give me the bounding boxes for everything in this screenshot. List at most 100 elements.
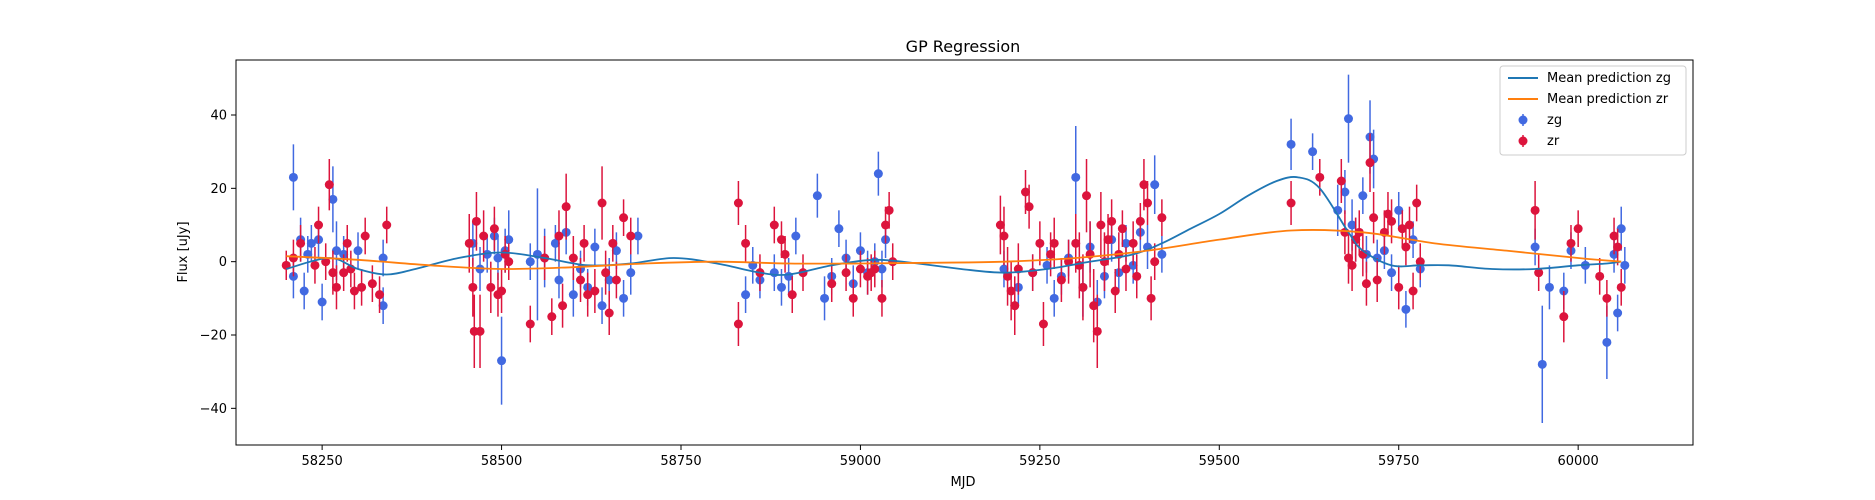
- marker-zr: [1096, 220, 1106, 230]
- marker-zg: [1308, 147, 1318, 157]
- point-zr: [1351, 217, 1361, 262]
- point-zg: [791, 217, 801, 255]
- marker-zr: [479, 231, 489, 241]
- point-zg: [299, 272, 309, 310]
- x-tick-label: 59500: [1199, 454, 1240, 469]
- marker-zg: [1071, 172, 1081, 182]
- marker-zg: [597, 301, 607, 311]
- marker-zr: [619, 213, 629, 223]
- marker-zr: [1387, 216, 1397, 226]
- marker-zg: [1340, 187, 1350, 197]
- marker-zg: [504, 235, 514, 245]
- point-zg: [1157, 236, 1167, 273]
- point-zr: [1006, 261, 1016, 321]
- marker-zr: [1361, 279, 1371, 289]
- marker-zg: [1150, 180, 1160, 190]
- marker-zr: [558, 301, 568, 311]
- point-zr: [608, 225, 618, 262]
- point-zg: [590, 228, 600, 266]
- point-zr: [1369, 192, 1379, 244]
- marker-zr: [1609, 231, 1619, 241]
- point-zr: [471, 192, 481, 251]
- point-zg: [834, 210, 844, 247]
- marker-zr: [1071, 238, 1081, 248]
- marker-zr: [733, 198, 743, 208]
- point-zr: [1534, 254, 1544, 291]
- marker-zg: [1343, 114, 1353, 124]
- marker-zr: [547, 312, 557, 322]
- marker-zr: [1530, 205, 1540, 215]
- marker-zg: [328, 194, 338, 204]
- legend-label-zr-points: zr: [1547, 134, 1560, 149]
- point-zr: [558, 283, 568, 328]
- marker-zr: [611, 275, 621, 285]
- point-zr: [1038, 302, 1048, 346]
- point-zr: [1003, 247, 1013, 306]
- marker-zr: [1566, 238, 1576, 248]
- point-zr: [1096, 192, 1106, 258]
- marker-zr: [339, 268, 349, 278]
- marker-zr: [1132, 271, 1142, 281]
- marker-zr: [841, 268, 851, 278]
- marker-zr: [1365, 158, 1375, 168]
- point-zg: [1537, 305, 1547, 423]
- marker-zg: [626, 268, 636, 278]
- point-zr: [1530, 181, 1540, 240]
- point-zg: [1401, 291, 1411, 328]
- y-tick-label: −20: [200, 329, 227, 344]
- marker-zr: [1135, 216, 1145, 226]
- marker-zr: [741, 238, 751, 248]
- marker-zr: [296, 238, 306, 248]
- point-zg: [1358, 177, 1368, 214]
- marker-zr: [1003, 271, 1013, 281]
- y-tick-label: 0: [219, 255, 227, 270]
- marker-zg: [1401, 304, 1411, 314]
- marker-zr: [827, 279, 837, 289]
- point-zr: [1092, 294, 1102, 368]
- point-zr: [601, 250, 611, 295]
- point-zr: [367, 265, 377, 302]
- point-zg: [619, 280, 629, 317]
- marker-zr: [1139, 180, 1149, 190]
- marker-zr: [1369, 213, 1379, 223]
- point-zr: [1559, 291, 1569, 343]
- point-zr: [314, 206, 324, 244]
- x-axis-ticks: 58250 58500 58750 59000 59250 59500 59750 60000: [301, 445, 1599, 469]
- point-zr: [1602, 280, 1612, 317]
- marker-zr: [1347, 260, 1357, 270]
- point-zr: [787, 276, 797, 313]
- point-zr: [733, 302, 743, 346]
- point-zr: [780, 236, 790, 273]
- point-zr: [583, 272, 593, 317]
- marker-zr: [1056, 275, 1066, 285]
- marker-zr: [1602, 293, 1612, 303]
- marker-zg: [288, 172, 298, 182]
- point-zr: [1361, 261, 1371, 306]
- marker-zg: [568, 290, 578, 300]
- point-zg: [317, 283, 327, 321]
- point-zr: [1397, 210, 1407, 247]
- marker-zr: [1397, 224, 1407, 234]
- marker-zr: [1315, 172, 1325, 182]
- point-zr: [619, 199, 629, 236]
- marker-zr: [1082, 191, 1092, 201]
- marker-zr: [1415, 257, 1425, 267]
- point-zr: [626, 217, 636, 255]
- marker-zr: [1128, 238, 1138, 248]
- point-zr: [525, 305, 535, 343]
- y-axis-ticks: −40 −20 0 20 40: [200, 109, 236, 417]
- point-zr: [1035, 221, 1045, 266]
- marker-zg: [554, 275, 564, 285]
- marker-zg: [812, 191, 822, 201]
- marker-zr: [576, 275, 586, 285]
- marker-zr: [626, 231, 636, 241]
- y-tick-label: −40: [200, 402, 227, 417]
- marker-zg: [611, 246, 621, 256]
- point-zg: [873, 151, 883, 196]
- point-zr: [1365, 133, 1375, 192]
- marker-zg: [317, 297, 327, 307]
- marker-zg: [1616, 224, 1626, 234]
- point-zr: [324, 159, 334, 211]
- marker-zg: [1544, 282, 1554, 292]
- point-zr: [1056, 258, 1066, 302]
